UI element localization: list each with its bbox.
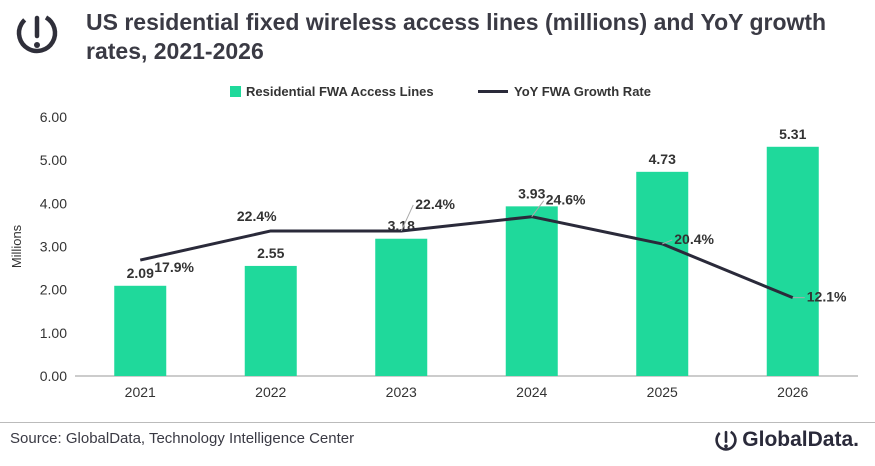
bar-2023 [375,238,428,376]
x-tick-label: 2023 [386,384,417,400]
legend-label-bars: Residential FWA Access Lines [246,84,434,99]
legend-swatch-line [478,90,508,93]
y-tick-label: 4.00 [40,195,67,211]
brand-logo: GlobalData. [714,428,859,452]
title-line-1: US residential fixed wireless access lin… [86,9,827,35]
bar-value-label: 2.55 [257,245,284,261]
page-title: US residential fixed wireless access lin… [86,8,856,66]
growth-label-leader [400,204,414,232]
legend-item-bars: Residential FWA Access Lines [230,84,434,99]
footer-divider [0,422,875,423]
source-note: Source: GlobalData, Technology Intellige… [10,430,355,447]
y-tick-label: 3.00 [40,239,67,255]
x-tick-label: 2026 [777,384,808,400]
y-tick-label: 6.00 [40,109,67,125]
y-tick-label: 5.00 [40,152,67,168]
combo-chart: 0.00 1.00 2.00 3.00 4.00 5.00 6.00 Millions 2.09… [9,109,858,400]
growth-value-label: 17.9% [154,259,194,275]
growth-label-leader [662,239,673,245]
globaldata-logo-icon [16,12,58,54]
growth-value-label: 22.4% [415,196,455,212]
x-tick-label: 2025 [647,384,678,400]
growth-value-label: 12.1% [807,289,847,305]
growth-label-leader [531,200,545,218]
growth-value-label: 24.6% [546,192,586,208]
y-tick-label: 2.00 [40,282,67,298]
x-tick-label: 2021 [125,384,156,400]
title-line-2: rates, 2021-2026 [86,38,264,64]
bar-2025 [636,171,689,376]
bar-value-label: 4.73 [649,151,676,167]
y-tick-label: 0.00 [40,368,67,384]
growth-rate-line [139,215,794,300]
growth-value-label: 20.4% [674,231,714,247]
bar-2024 [505,206,558,376]
bar-value-label: 3.93 [518,185,545,201]
legend-swatch-bars [230,86,241,97]
globaldata-brand-icon [715,429,737,451]
x-tick-label: 2022 [255,384,286,400]
x-tick-label: 2024 [516,384,547,400]
y-axis-label: Millions [9,224,24,268]
bar-value-label: 2.09 [127,265,154,281]
bar-value-label: 5.31 [779,126,806,142]
bar-2026 [766,146,819,376]
growth-value-label: 22.4% [237,208,277,224]
bar-2022 [244,265,297,376]
brand-name: GlobalData. [742,428,859,451]
y-tick-label: 1.00 [40,325,67,341]
legend-label-line: YoY FWA Growth Rate [514,84,651,99]
bar-2021 [114,285,167,376]
legend-item-line: YoY FWA Growth Rate [478,84,651,99]
chart-legend: Residential FWA Access Lines YoY FWA Gro… [0,84,875,104]
